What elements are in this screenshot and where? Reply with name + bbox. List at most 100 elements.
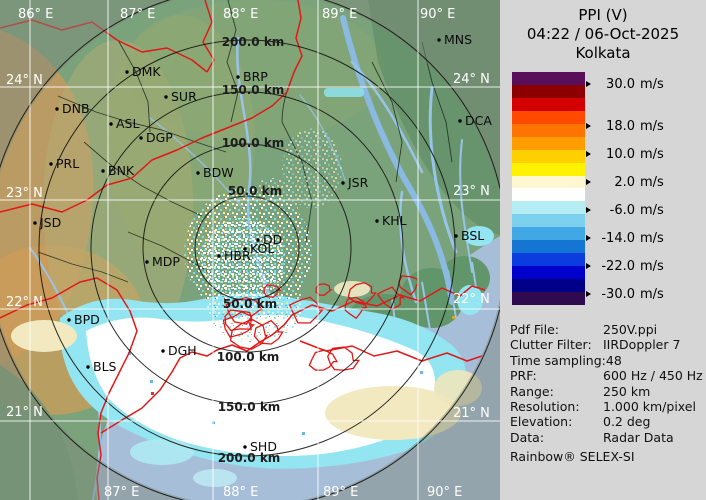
metadata-row: Clutter Filter: IIRDoppler 7 bbox=[510, 337, 702, 352]
metadata-value: 0.2 deg bbox=[603, 414, 651, 430]
tick-arrow-icon bbox=[586, 123, 591, 129]
tick-unit: m/s bbox=[640, 230, 664, 246]
city-label-KOL: KOL bbox=[250, 241, 274, 256]
colorbar-segment-1 bbox=[512, 84, 585, 98]
grid-label: 21° N bbox=[453, 406, 490, 421]
metadata-row: Resolution: 1.000 km/pixel bbox=[510, 399, 702, 414]
city-marker-BPD bbox=[67, 318, 71, 322]
city-marker-JSR bbox=[341, 181, 345, 185]
city-label-SUR: SUR bbox=[171, 89, 197, 104]
metadata-row: Elevation: 0.2 deg bbox=[510, 414, 702, 429]
metadata-label: Range: bbox=[510, 383, 554, 399]
city-marker-BDW bbox=[196, 171, 200, 175]
metadata-label: Pdf File: bbox=[510, 322, 559, 337]
colorbar-segment-13 bbox=[512, 240, 585, 254]
city-label-DD: DD bbox=[263, 232, 282, 247]
colorbar-segment-5 bbox=[512, 136, 585, 150]
metadata-value: Radar Data bbox=[603, 429, 674, 445]
city-label-BSL: BSL bbox=[461, 228, 484, 243]
range-ring-label: 50.0 km bbox=[228, 184, 282, 198]
state-boundaries bbox=[0, 0, 486, 500]
grid-label: 87° E bbox=[104, 485, 139, 500]
city-label-BNK: BNK bbox=[108, 163, 135, 178]
city-label-JSD: JSD bbox=[39, 215, 61, 230]
delta-contour bbox=[347, 282, 377, 306]
metadata-value: 250V.ppi bbox=[603, 322, 658, 337]
colorbar-tick: 30.0 m/s bbox=[586, 76, 664, 92]
grid-label: 87° E bbox=[120, 7, 155, 22]
city-marker-BSL bbox=[454, 234, 458, 238]
tick-arrow-icon bbox=[586, 291, 591, 297]
metadata-row: Pdf File: 250V.ppi bbox=[510, 322, 702, 337]
latlon-grid-lines bbox=[0, 0, 500, 500]
station-name: Kolkata bbox=[575, 44, 631, 62]
range-ring-150km bbox=[90, 91, 404, 405]
tick-unit: m/s bbox=[640, 118, 664, 134]
range-ring-label: 100.0 km bbox=[217, 350, 280, 364]
delta-contour bbox=[315, 283, 333, 296]
grid-label: 90° E bbox=[427, 485, 462, 500]
metadata-value: 600 Hz / 450 Hz bbox=[603, 368, 703, 384]
city-markers-layer: MNS DMK BRP SUR DNB ASL DGP DCA PRL BNK BDW JSR KHL J… bbox=[33, 32, 492, 454]
range-ring-label: 150.0 km bbox=[222, 83, 285, 97]
tick-arrow-icon bbox=[586, 235, 591, 241]
delta-coastline-contours bbox=[222, 275, 419, 371]
city-label-DNB: DNB bbox=[62, 101, 90, 116]
tick-value: 2.0 bbox=[614, 174, 635, 190]
city-marker-ASL bbox=[109, 122, 113, 126]
delta-contour bbox=[225, 296, 264, 325]
delta-contour bbox=[263, 284, 282, 298]
tick-unit: m/s bbox=[640, 202, 664, 218]
range-ring-label: 200.0 km bbox=[222, 35, 285, 49]
city-marker-KOL bbox=[243, 247, 247, 251]
tick-unit: m/s bbox=[640, 286, 664, 302]
colorbar-segment-12 bbox=[512, 227, 585, 241]
metadata-row: PRF: 600 Hz / 450 Hz bbox=[510, 368, 703, 384]
colorbar-tick: -14.0 m/s bbox=[586, 230, 664, 246]
colorbar-tick: -6.0 m/s bbox=[586, 202, 664, 218]
metadata-row: Time sampling: 48 bbox=[510, 353, 702, 368]
colorbar-segment-17 bbox=[512, 291, 585, 305]
colorbar-segment-11 bbox=[512, 214, 585, 228]
colorbar-segment-10 bbox=[512, 201, 585, 215]
tick-value: -6.0 bbox=[609, 202, 635, 218]
city-marker-SUR bbox=[164, 95, 168, 99]
grid-label: 86° E bbox=[18, 7, 53, 22]
metadata-value: 48 bbox=[605, 352, 622, 368]
colorbar-segment-0 bbox=[512, 72, 585, 85]
grid-label: 88° E bbox=[223, 485, 258, 500]
city-marker-PRL bbox=[49, 162, 53, 166]
city-marker-KHL bbox=[375, 219, 379, 223]
terrain-layer bbox=[0, 0, 500, 500]
range-ring-labels: 200.0 km 150.0 km 100.0 km 50.0 km 50.0 km 10… bbox=[217, 35, 285, 465]
delta-contour bbox=[376, 286, 405, 311]
metadata-value: IIRDoppler 7 bbox=[603, 337, 681, 353]
range-ring-100km bbox=[142, 143, 352, 353]
grid-label: 22° N bbox=[453, 292, 490, 307]
delta-contour bbox=[344, 296, 368, 320]
grid-label: 90° E bbox=[420, 7, 455, 22]
city-label-DMK: DMK bbox=[132, 64, 161, 79]
grid-label: 21° N bbox=[6, 405, 43, 420]
tick-unit: m/s bbox=[640, 258, 664, 274]
velocity-colorbar bbox=[512, 72, 585, 305]
delta-contour bbox=[229, 318, 269, 350]
colorbar-segment-3 bbox=[512, 110, 585, 124]
tick-arrow-icon bbox=[586, 179, 591, 185]
city-marker-DD bbox=[256, 238, 260, 242]
tick-arrow-icon bbox=[586, 151, 591, 157]
tick-value: 10.0 bbox=[606, 146, 635, 162]
colorbar-tick: -30.0 m/s bbox=[586, 286, 664, 302]
metadata-label: Data: bbox=[510, 429, 545, 445]
colorbar-segment-7 bbox=[512, 162, 585, 176]
city-label-DCA: DCA bbox=[465, 113, 492, 128]
city-label-MNS: MNS bbox=[444, 32, 472, 47]
city-marker-JSD bbox=[33, 221, 37, 225]
city-label-JSR: JSR bbox=[347, 175, 369, 190]
city-marker-DCA bbox=[458, 119, 462, 123]
grid-label: 24° N bbox=[453, 72, 490, 87]
product-metadata-list: Pdf File: 250V.ppi Clutter Filter: IIRDoppl… bbox=[510, 322, 703, 445]
range-ring-label: 100.0 km bbox=[222, 136, 285, 150]
tick-arrow-icon bbox=[586, 263, 591, 269]
